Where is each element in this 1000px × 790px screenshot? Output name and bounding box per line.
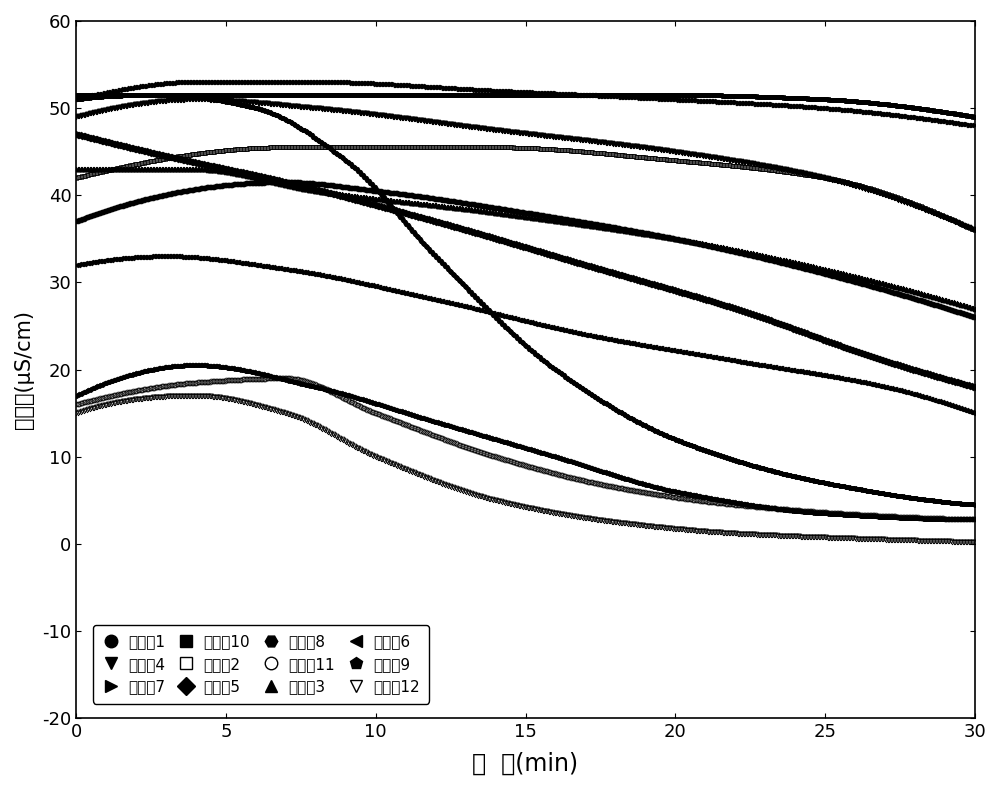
- X-axis label: 时  间(min): 时 间(min): [472, 752, 579, 776]
- Legend: 实施例1, 实施例4, 实施例7, 实施例10, 实施例2, 实施例5, 实施例8, 实施例11, 实施例3, 实施例6, 实施例9, 实施例12: 实施例1, 实施例4, 实施例7, 实施例10, 实施例2, 实施例5, 实施例…: [93, 625, 429, 704]
- Y-axis label: 电导率(μS/cm): 电导率(μS/cm): [14, 310, 34, 429]
